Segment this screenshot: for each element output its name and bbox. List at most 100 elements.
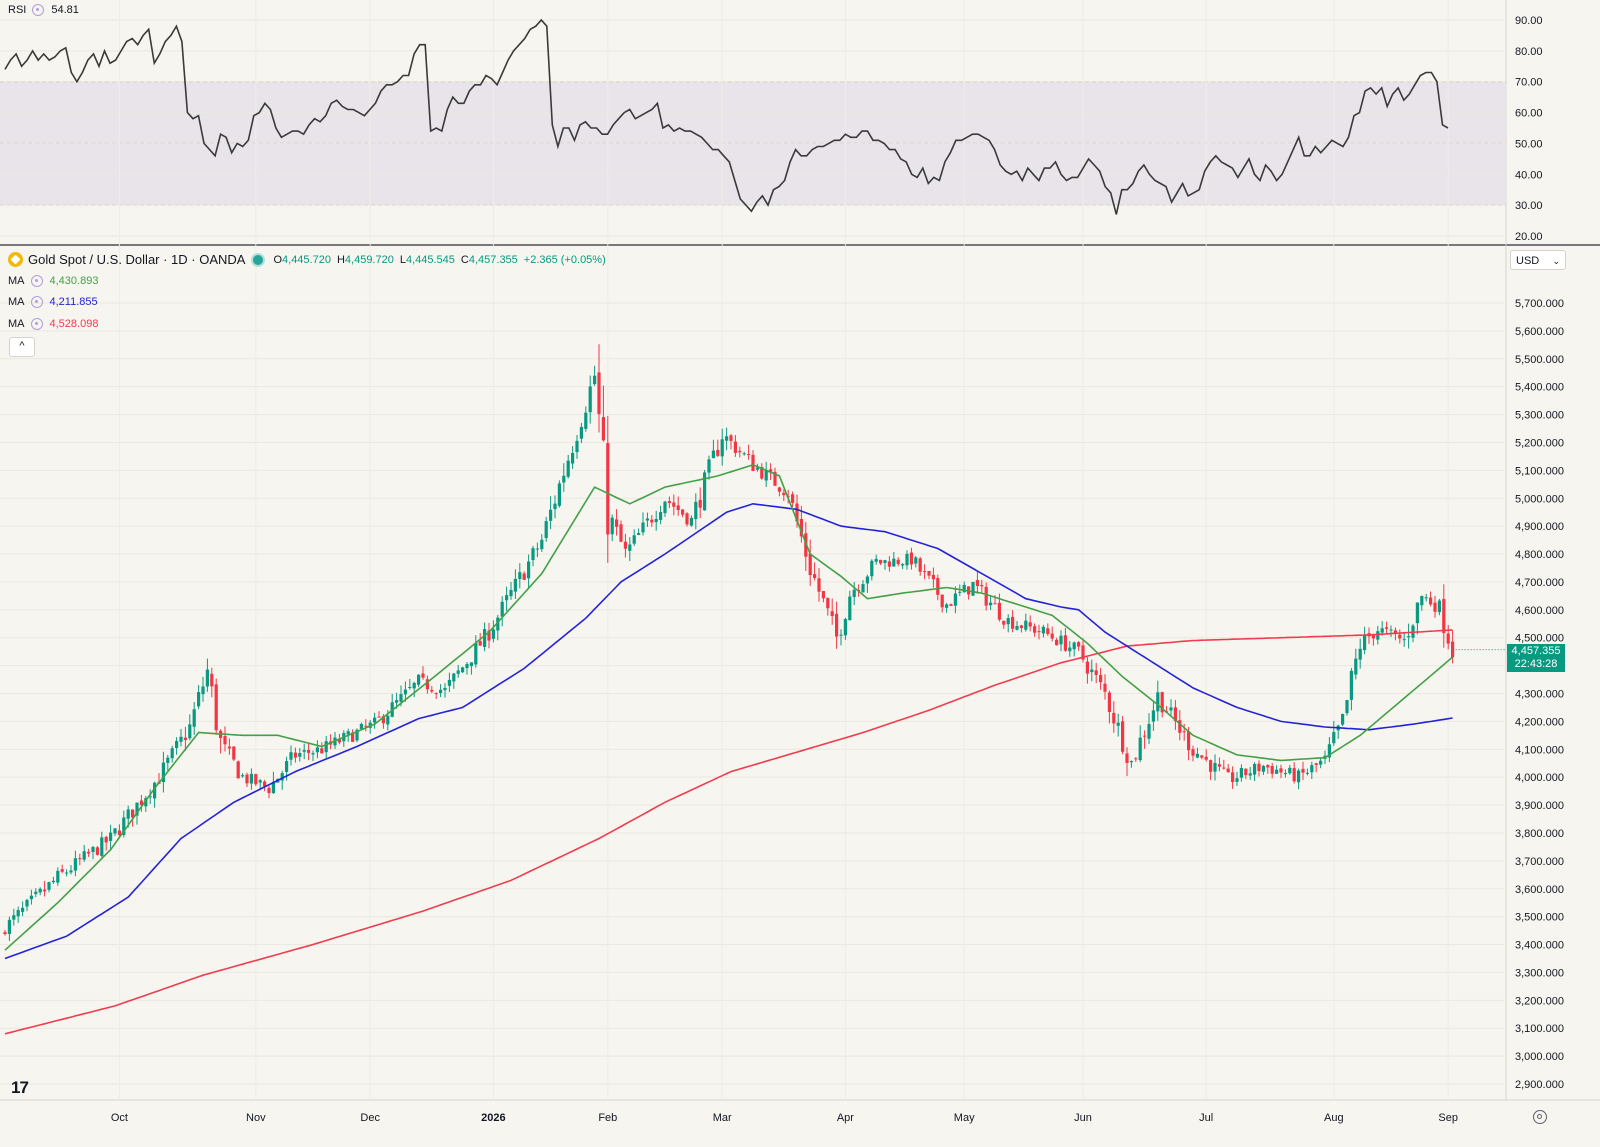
candle-body bbox=[381, 716, 385, 724]
candle-body bbox=[628, 544, 632, 551]
candle-body bbox=[483, 629, 487, 647]
candle-body bbox=[791, 494, 795, 503]
candle-body bbox=[641, 522, 645, 533]
candle-body bbox=[909, 552, 913, 565]
candle-body bbox=[945, 604, 949, 608]
candle-body bbox=[531, 548, 535, 561]
candle-body bbox=[892, 558, 896, 567]
candle-body bbox=[1332, 732, 1336, 744]
candle-body bbox=[139, 800, 143, 806]
candle-body bbox=[16, 910, 20, 917]
ma-mid-line bbox=[4, 502, 1453, 960]
indicator-settings-icon[interactable] bbox=[30, 296, 43, 308]
candle-body bbox=[227, 746, 231, 749]
candle-body bbox=[764, 469, 768, 481]
candle-body bbox=[553, 503, 557, 510]
collapse-legend-button[interactable]: ^ bbox=[9, 337, 35, 357]
candle-body bbox=[562, 475, 566, 483]
candle-body bbox=[236, 761, 240, 779]
candle-body bbox=[1041, 626, 1045, 634]
rsi-tick-label: 40.00 bbox=[1515, 169, 1543, 181]
candle-body bbox=[21, 907, 25, 912]
candle-body bbox=[1310, 765, 1314, 773]
candle-body bbox=[210, 673, 214, 687]
candle-body bbox=[1270, 766, 1274, 774]
candle-body bbox=[131, 809, 135, 818]
candle-body bbox=[984, 586, 988, 606]
candle-body bbox=[883, 560, 887, 563]
candle-body bbox=[1090, 669, 1094, 673]
candle-body bbox=[1305, 772, 1309, 774]
price-tick-label: 3,400.000 bbox=[1515, 940, 1564, 952]
candle-body bbox=[610, 517, 614, 535]
candle-body bbox=[975, 579, 979, 587]
candle-body bbox=[1178, 720, 1182, 733]
candle-body bbox=[1204, 756, 1208, 760]
candle-body bbox=[901, 564, 905, 566]
candle-body bbox=[65, 872, 69, 874]
symbol-title[interactable]: Gold Spot / U.S. Dollar · 1D · OANDA bbox=[28, 252, 246, 267]
candle-body bbox=[359, 723, 363, 730]
candle-body bbox=[1261, 765, 1265, 772]
candle-body bbox=[421, 673, 425, 678]
candle-body bbox=[738, 450, 742, 453]
ma-slow-value: 4,528.098 bbox=[49, 318, 99, 330]
candle-body bbox=[263, 781, 267, 787]
candle-body bbox=[403, 689, 407, 695]
candle-body bbox=[848, 596, 852, 621]
candle-body bbox=[566, 460, 570, 477]
candle-body bbox=[720, 439, 724, 457]
candle-body bbox=[914, 557, 918, 564]
price-tick-label: 3,700.000 bbox=[1515, 856, 1564, 868]
gear-icon[interactable] bbox=[1533, 1110, 1547, 1124]
candle-body bbox=[1099, 674, 1103, 683]
candle-body bbox=[936, 578, 940, 595]
indicator-settings-icon[interactable] bbox=[30, 275, 43, 287]
candle-body bbox=[1046, 628, 1050, 635]
price-tick-label: 5,100.000 bbox=[1515, 465, 1564, 477]
currency-select[interactable]: USD ⌄ bbox=[1510, 250, 1566, 270]
rsi-tick-label: 70.00 bbox=[1515, 77, 1543, 89]
candle-body bbox=[87, 851, 91, 854]
candle-body bbox=[1024, 620, 1028, 630]
candle-body bbox=[434, 693, 438, 695]
candle-body bbox=[1037, 631, 1041, 633]
candle-body bbox=[346, 731, 350, 735]
candle-body bbox=[302, 749, 306, 752]
candle-body bbox=[1222, 767, 1226, 769]
candle-body bbox=[760, 467, 764, 479]
candle-body bbox=[549, 509, 553, 521]
candle-body bbox=[1266, 765, 1270, 768]
indicator-settings-icon[interactable] bbox=[32, 4, 45, 16]
candle-body bbox=[1094, 670, 1098, 675]
indicator-settings-icon[interactable] bbox=[30, 318, 43, 330]
candle-body bbox=[1085, 661, 1089, 674]
ma-label: MA bbox=[8, 296, 25, 308]
candle-body bbox=[267, 787, 271, 794]
price-tick-label: 2,900.000 bbox=[1515, 1079, 1564, 1091]
candle-body bbox=[1134, 758, 1138, 760]
candle-body bbox=[623, 541, 627, 549]
candle-body bbox=[667, 501, 671, 504]
candle-body bbox=[43, 889, 47, 892]
candle-body bbox=[1363, 634, 1367, 651]
candle-body bbox=[1244, 768, 1248, 776]
candle-body bbox=[1191, 749, 1195, 756]
ma-fast-value: 4,430.893 bbox=[49, 275, 99, 287]
candle-body bbox=[1129, 760, 1133, 763]
candle-body bbox=[223, 736, 227, 745]
candle-body bbox=[685, 513, 689, 525]
candle-body bbox=[214, 684, 218, 731]
candle-body bbox=[12, 915, 16, 920]
candle-body bbox=[747, 454, 751, 456]
candle-body bbox=[1156, 692, 1160, 712]
candle-body bbox=[958, 591, 962, 593]
candle-body bbox=[1143, 735, 1147, 737]
candle-body bbox=[826, 597, 830, 609]
price-tick-label: 5,200.000 bbox=[1515, 437, 1564, 449]
candle-body bbox=[1385, 627, 1389, 629]
tradingview-logo-icon[interactable]: 17 bbox=[11, 1078, 29, 1097]
candle-body bbox=[940, 594, 944, 608]
candle-body bbox=[593, 375, 597, 385]
